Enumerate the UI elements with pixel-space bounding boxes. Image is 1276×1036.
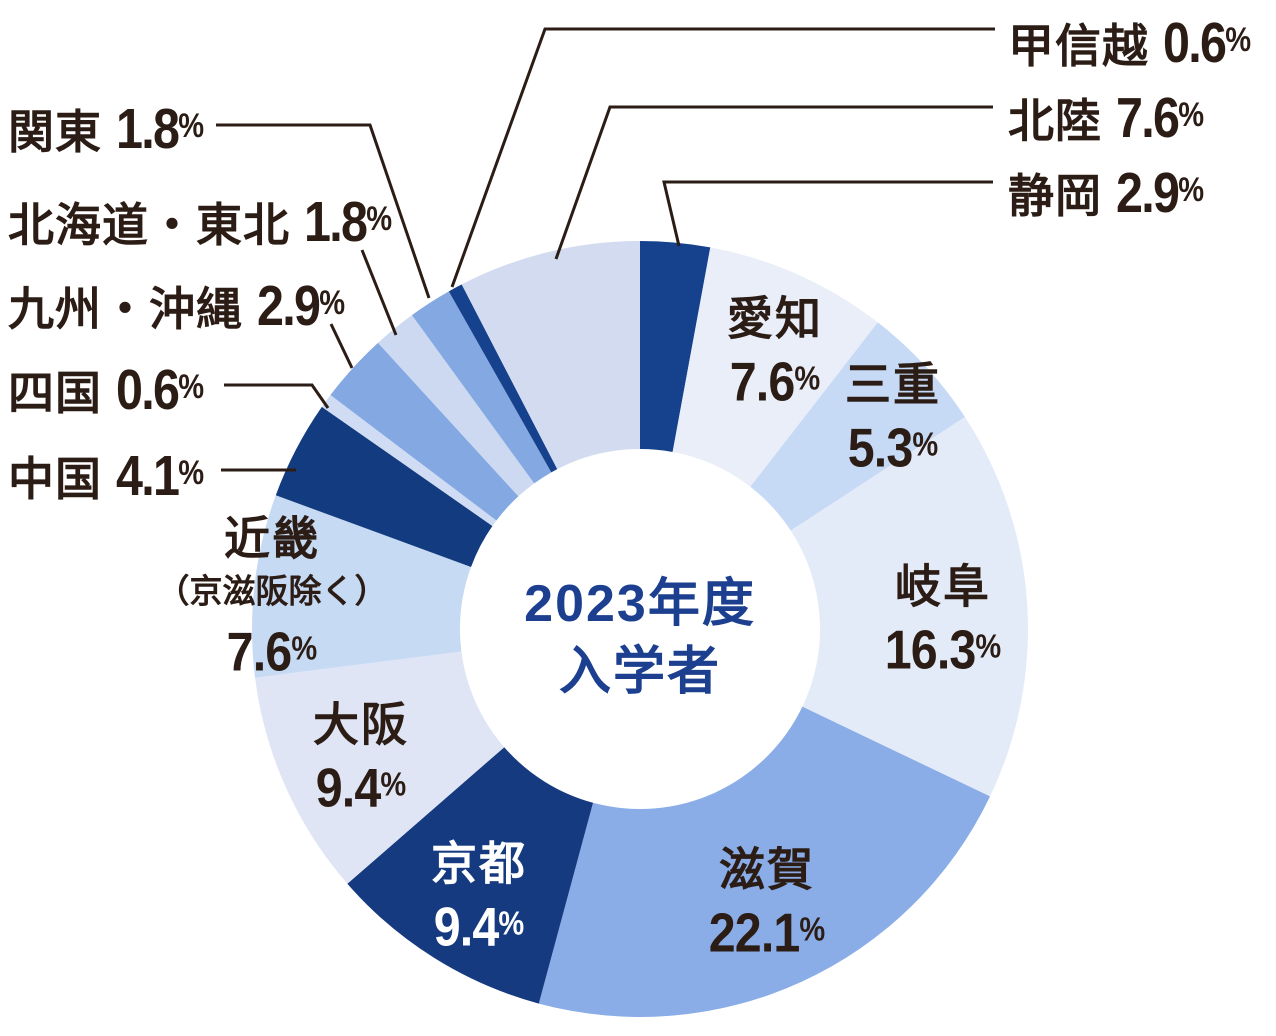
region-label-shizuoka: 静岡 2.9%	[1008, 158, 1219, 229]
slice-region-name: 三重	[845, 358, 941, 411]
region-name: 甲信越	[1008, 20, 1163, 72]
slice-label-kinki: 近畿 （京滋阪除く） 7.6%	[157, 511, 388, 684]
percent-sign: %	[366, 200, 392, 239]
percent-sign: %	[1178, 171, 1204, 210]
center-label-line2: 入学者	[558, 643, 721, 701]
slice-percent-number: 7.6%	[729, 350, 821, 413]
pie-slice-gifu	[790, 417, 1028, 797]
percent-sign: %	[975, 627, 1002, 665]
pie-slice-koshinetsu	[448, 284, 558, 473]
slice-region-qualifier: （京滋阪除く）	[156, 572, 388, 610]
region-label-hokkaido-tohoku: 北海道・東北 1.8%	[8, 187, 407, 258]
region-label-kanto: 関東 1.8%	[8, 94, 219, 165]
region-percent: 0.6%	[115, 358, 204, 422]
slice-percent: 7.6%	[157, 617, 388, 684]
slice-region-name: 大阪	[313, 698, 409, 751]
percent-sign: %	[1178, 96, 1204, 135]
leader-line-kyushu-okinawa	[329, 323, 354, 369]
pie-slice-aichi	[672, 247, 878, 487]
leader-line-kanto	[216, 123, 431, 299]
slice-percent: 5.3%	[842, 413, 945, 480]
region-label-shikoku: 四国 0.6%	[8, 355, 219, 426]
slice-percent: 9.4%	[428, 892, 531, 959]
pie-slice-osaka	[255, 651, 505, 884]
pie-slice-kanto	[411, 291, 552, 484]
slice-percent-number: 22.1%	[708, 901, 826, 964]
slice-percent: 16.3%	[877, 615, 1009, 682]
pie-slice-shiga	[538, 706, 991, 1018]
leader-line-koshinetsu	[450, 27, 995, 288]
slice-label-kyoto: 京都 9.4%	[428, 836, 531, 959]
pie-slice-hokkaido-tohoku	[377, 315, 535, 497]
slice-region-name: 京都	[431, 837, 527, 890]
center-label-line1: 2023年度	[524, 575, 756, 633]
pie-slice-kyushu-okinawa	[330, 342, 519, 521]
region-label-chugoku: 中国 4.1%	[8, 441, 219, 512]
region-percent: 1.8%	[115, 97, 204, 161]
slice-percent-number: 9.4%	[433, 895, 525, 958]
region-name: 関東	[8, 106, 116, 158]
region-percent: 0.6%	[1162, 11, 1251, 75]
percent-sign: %	[799, 910, 826, 948]
slice-label-mie: 三重 5.3%	[842, 357, 945, 480]
region-label-hokuriku: 北陸 7.6%	[1008, 83, 1219, 154]
region-name: 北海道・東北	[8, 199, 304, 251]
leader-line-hokkaido-tohoku	[360, 249, 398, 336]
pie-slice-hokuriku	[461, 240, 640, 470]
region-label-kyushu-okinawa: 九州・沖縄 2.9%	[8, 271, 360, 342]
slice-region-name: 近畿	[224, 512, 320, 565]
chart-center-label: 2023年度 入学者	[524, 570, 756, 706]
slice-percent-number: 5.3%	[847, 416, 939, 479]
slice-label-aichi: 愛知 7.6%	[724, 291, 827, 414]
region-name: 中国	[8, 453, 116, 505]
slice-percent: 9.4%	[310, 753, 413, 820]
slice-region-name: 岐阜	[894, 560, 991, 613]
pie-slice-shikoku	[321, 395, 497, 526]
region-name: 北陸	[1008, 95, 1116, 147]
leader-line-shizuoka	[662, 180, 993, 247]
slice-percent: 22.1%	[701, 898, 833, 965]
slice-region-name: 愛知	[727, 292, 823, 345]
region-percent: 4.1%	[115, 444, 204, 508]
slice-percent-number: 9.4%	[315, 756, 407, 819]
pie-slice-kinki	[252, 495, 472, 678]
region-percent: 1.8%	[303, 190, 392, 254]
percent-sign: %	[178, 368, 204, 407]
region-label-koshinetsu: 甲信越 0.6%	[1008, 8, 1266, 79]
percent-sign: %	[319, 284, 345, 323]
slice-label-shiga: 滋賀 22.1%	[701, 842, 833, 965]
pie-slice-shizuoka	[640, 241, 711, 452]
percent-sign: %	[794, 359, 821, 397]
region-name: 静岡	[1008, 170, 1116, 222]
percent-sign: %	[912, 425, 939, 463]
slice-label-gifu: 岐阜 16.3%	[877, 559, 1009, 682]
pie-slice-kyoto	[347, 747, 594, 1004]
leader-line-hokuriku	[554, 105, 993, 260]
slice-percent: 7.6%	[724, 347, 827, 414]
pie-slice-chugoku	[275, 406, 493, 567]
pie-slice-mie	[750, 322, 965, 531]
region-percent: 7.6%	[1115, 86, 1204, 150]
slice-label-osaka: 大阪 9.4%	[310, 697, 413, 820]
region-name: 九州・沖縄	[8, 283, 257, 335]
leader-line-shikoku	[224, 383, 330, 409]
region-percent: 2.9%	[256, 274, 345, 338]
percent-sign: %	[380, 765, 407, 803]
percent-sign: %	[178, 454, 204, 493]
percent-sign: %	[498, 904, 525, 942]
region-name: 四国	[8, 367, 116, 419]
slice-percent-number: 16.3%	[884, 618, 1002, 681]
percent-sign: %	[178, 107, 204, 146]
percent-sign: %	[291, 629, 318, 667]
percent-sign: %	[1225, 21, 1251, 60]
slice-region-name: 滋賀	[718, 843, 815, 896]
slice-percent-number: 7.6%	[226, 620, 318, 683]
region-percent: 2.9%	[1115, 161, 1204, 225]
